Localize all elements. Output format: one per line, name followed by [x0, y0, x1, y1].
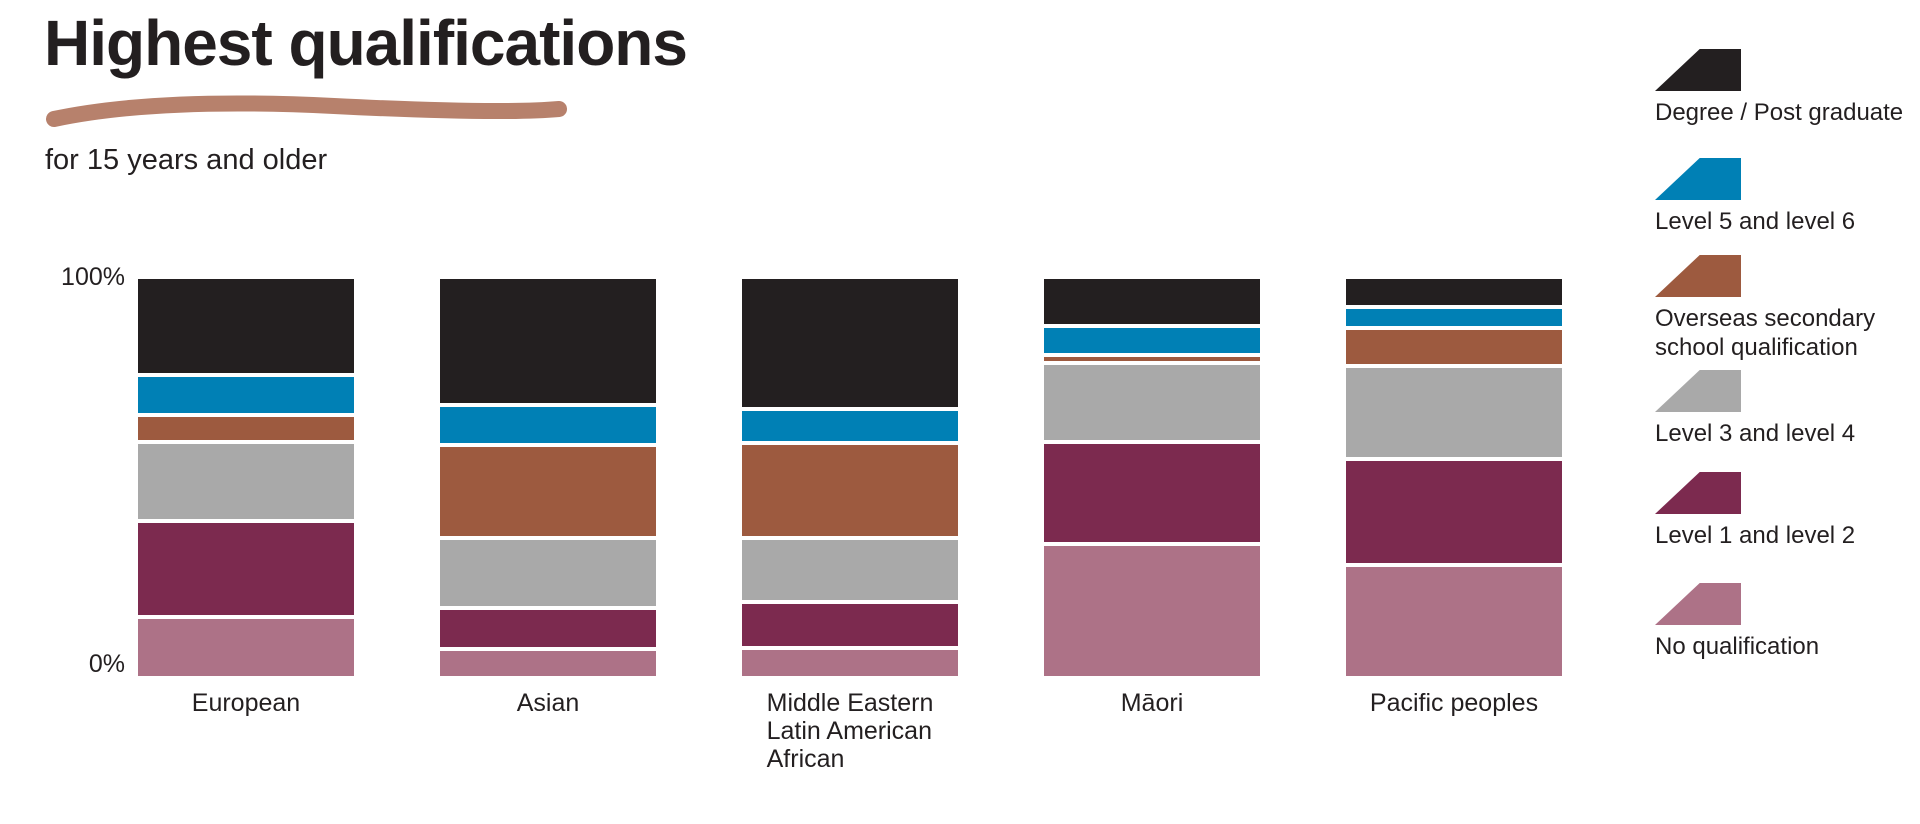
bar-segment-degree-post-graduate	[742, 279, 958, 408]
category-label-middle-eastern: Middle Eastern Latin American African	[699, 689, 1001, 773]
bar-segment-level-1-and-level-2	[138, 523, 354, 616]
bar-segment-level-3-and-level-4	[1044, 364, 1260, 440]
legend-item-level-5-and-level-6: Level 5 and level 6	[1655, 158, 1920, 236]
legend-swatch-level-3-and-level-4	[1655, 370, 1741, 412]
bar-segment-level-3-and-level-4	[1346, 368, 1562, 457]
bar-segment-level-5-and-level-6	[742, 411, 958, 442]
legend-swatch-no-qualification	[1655, 583, 1741, 625]
bar-segment-level-1-and-level-2	[1346, 460, 1562, 563]
title-underline-swoosh	[46, 95, 567, 127]
legend-swatch-degree-post-graduate	[1655, 49, 1741, 91]
bar-segment-no-qualification	[1044, 545, 1260, 676]
category-label-text: European	[191, 689, 301, 717]
category-label-text: Asian	[516, 689, 580, 717]
legend-label: Degree / Post graduate	[1655, 99, 1904, 126]
legend-label: Overseas secondary school qualification	[1655, 305, 1876, 361]
legend-item-no-qualification: No qualification	[1655, 583, 1920, 661]
bar-segment-no-qualification	[1346, 566, 1562, 677]
legend-item-level-3-and-level-4: Level 3 and level 4	[1655, 370, 1920, 448]
bar-segment-overseas-secondary-school-qualification	[1346, 330, 1562, 365]
category-label-māori: Māori	[1001, 689, 1303, 717]
bar-segment-overseas-secondary-school-qualification	[138, 417, 354, 440]
bar-segment-level-3-and-level-4	[742, 539, 958, 601]
bar-segment-level-5-and-level-6	[1346, 309, 1562, 327]
bar-segment-level-5-and-level-6	[1044, 328, 1260, 353]
bar-segment-degree-post-graduate	[138, 279, 354, 374]
bar-segment-level-1-and-level-2	[440, 609, 656, 648]
legend-label: No qualification	[1655, 633, 1820, 660]
bar-asian	[440, 279, 656, 676]
bar-segment-level-5-and-level-6	[440, 407, 656, 444]
legend-swatch-overseas-secondary-school-qualification	[1655, 255, 1741, 297]
category-label-pacific-peoples: Pacific peoples	[1303, 689, 1605, 717]
bar-european	[138, 279, 354, 676]
bar-segment-no-qualification	[440, 651, 656, 676]
y-axis-label-0: 0%	[88, 650, 125, 678]
bar-pacific-peoples	[1346, 279, 1562, 677]
category-label-text: Pacific peoples	[1369, 689, 1539, 717]
bar-segment-level-3-and-level-4	[440, 539, 656, 606]
bar-segment-level-1-and-level-2	[742, 604, 958, 646]
legend-item-degree-post-graduate: Degree / Post graduate	[1655, 49, 1920, 127]
bar-segment-level-5-and-level-6	[138, 377, 354, 414]
category-label-european: European	[95, 689, 397, 717]
bar-segment-level-1-and-level-2	[1044, 443, 1260, 542]
bar-segment-no-qualification	[742, 649, 958, 676]
bar-segment-overseas-secondary-school-qualification	[440, 447, 656, 536]
bar-segment-degree-post-graduate	[1044, 279, 1260, 325]
legend-swatch-level-1-and-level-2	[1655, 472, 1741, 514]
bar-segment-degree-post-graduate	[440, 279, 656, 404]
legend-swatch-level-5-and-level-6	[1655, 158, 1741, 200]
bar-segment-level-3-and-level-4	[138, 443, 354, 520]
bar-māori	[1044, 279, 1260, 676]
bar-middle-eastern	[742, 279, 958, 676]
category-label-text: Middle Eastern Latin American African	[766, 689, 934, 773]
bar-segment-no-qualification	[138, 619, 354, 676]
bar-segment-overseas-secondary-school-qualification	[742, 445, 958, 536]
legend-label: Level 5 and level 6	[1655, 208, 1856, 235]
bar-segment-overseas-secondary-school-qualification	[1044, 356, 1260, 361]
bar-segment-degree-post-graduate	[1346, 279, 1562, 306]
category-label-asian: Asian	[397, 689, 699, 717]
y-axis-label-100: 100%	[61, 263, 125, 291]
category-label-text: Māori	[1120, 689, 1184, 717]
legend-label: Level 1 and level 2	[1655, 522, 1856, 549]
page-subtitle: for 15 years and older	[45, 144, 328, 176]
legend-item-level-1-and-level-2: Level 1 and level 2	[1655, 472, 1920, 550]
legend-item-overseas-secondary-school-qualification: Overseas secondary school qualification	[1655, 255, 1920, 362]
legend-label: Level 3 and level 4	[1655, 420, 1856, 447]
page-title: Highest qualifications	[44, 7, 688, 79]
